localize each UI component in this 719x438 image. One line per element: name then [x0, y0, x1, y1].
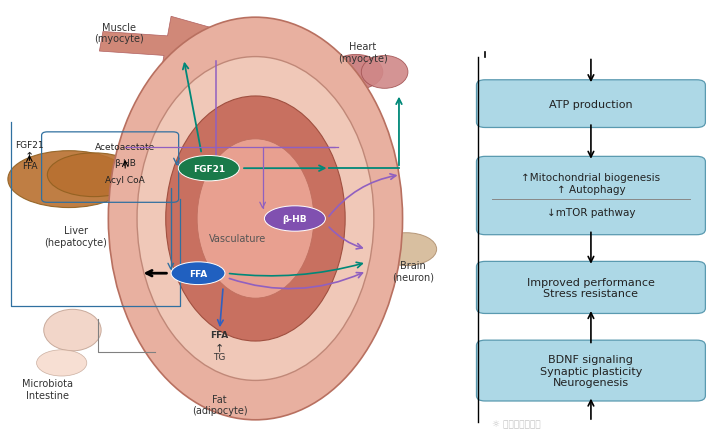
- Ellipse shape: [171, 262, 225, 285]
- Circle shape: [221, 334, 253, 353]
- Text: TG: TG: [214, 352, 226, 361]
- Text: FGF21: FGF21: [193, 164, 225, 173]
- Ellipse shape: [8, 151, 130, 208]
- Text: BDNF signaling
Synaptic plasticity
Neurogenesis: BDNF signaling Synaptic plasticity Neuro…: [540, 354, 642, 387]
- Circle shape: [182, 332, 214, 351]
- Ellipse shape: [44, 310, 101, 351]
- Ellipse shape: [109, 18, 403, 420]
- Circle shape: [196, 356, 228, 375]
- Ellipse shape: [178, 156, 239, 181]
- Text: FFA: FFA: [22, 162, 37, 171]
- Text: ↑: ↑: [215, 343, 224, 353]
- Ellipse shape: [361, 57, 408, 89]
- Text: Microbiota
Intestine: Microbiota Intestine: [22, 378, 73, 400]
- Ellipse shape: [265, 206, 326, 232]
- Text: β-HB: β-HB: [283, 215, 307, 223]
- Text: Muscle
(myocyte): Muscle (myocyte): [94, 23, 144, 44]
- Text: Vasculature: Vasculature: [209, 233, 266, 244]
- Ellipse shape: [37, 350, 87, 376]
- Text: Improved performance
Stress resistance: Improved performance Stress resistance: [527, 277, 655, 299]
- Text: ↑: ↑: [24, 151, 34, 161]
- FancyArrow shape: [99, 17, 310, 76]
- Text: ↑Mitochondrial biogenesis: ↑Mitochondrial biogenesis: [521, 172, 661, 182]
- Text: Heart
(myocyte): Heart (myocyte): [338, 42, 388, 64]
- Ellipse shape: [329, 55, 383, 90]
- Circle shape: [203, 325, 235, 344]
- Text: Liver
(hepatocyte): Liver (hepatocyte): [45, 226, 107, 247]
- Text: ☼ 中国生物技术网: ☼ 中国生物技术网: [493, 420, 541, 429]
- FancyBboxPatch shape: [477, 340, 705, 401]
- FancyBboxPatch shape: [477, 262, 705, 314]
- Text: FFA: FFA: [189, 269, 207, 278]
- Circle shape: [218, 351, 249, 371]
- FancyBboxPatch shape: [477, 81, 705, 128]
- Text: β-HB: β-HB: [114, 158, 136, 167]
- Text: Brain
(neuron): Brain (neuron): [393, 261, 434, 282]
- Text: FFA: FFA: [211, 330, 229, 339]
- Text: ↓mTOR pathway: ↓mTOR pathway: [546, 208, 635, 218]
- Ellipse shape: [47, 153, 141, 197]
- Text: ATP production: ATP production: [549, 99, 633, 110]
- FancyBboxPatch shape: [477, 157, 705, 235]
- Text: Acetoacetate: Acetoacetate: [95, 143, 155, 152]
- Text: ↑ Autophagy: ↑ Autophagy: [557, 184, 626, 194]
- Ellipse shape: [166, 97, 345, 341]
- Ellipse shape: [137, 57, 374, 381]
- Text: FGF21: FGF21: [15, 141, 44, 150]
- Ellipse shape: [197, 140, 313, 298]
- Ellipse shape: [375, 233, 436, 266]
- Circle shape: [186, 347, 217, 366]
- Circle shape: [175, 353, 206, 373]
- Text: Fat
(adipocyte): Fat (adipocyte): [192, 394, 247, 415]
- Text: Acyl CoA: Acyl CoA: [105, 176, 145, 185]
- Circle shape: [207, 345, 239, 364]
